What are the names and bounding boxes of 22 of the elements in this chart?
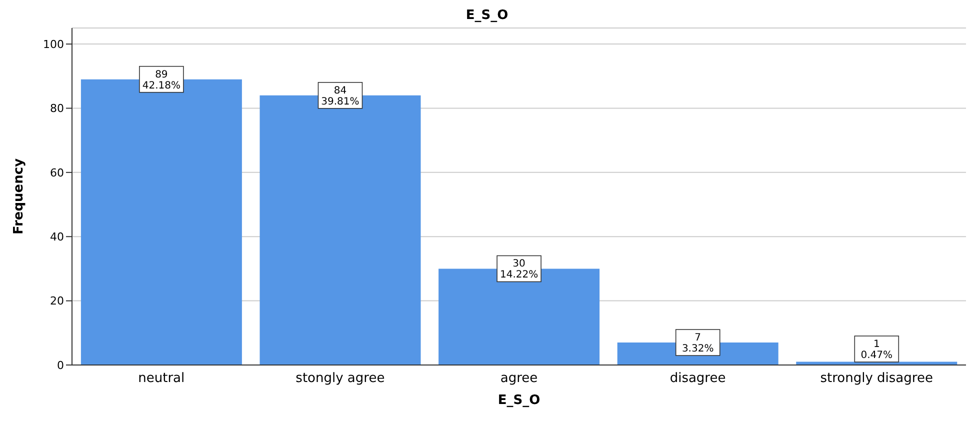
x-tick-label: agree <box>500 371 538 386</box>
y-tick-label: 0 <box>57 358 64 372</box>
y-tick-label: 60 <box>50 166 64 180</box>
bar <box>438 268 600 365</box>
x-tick-label: strongly disagree <box>820 371 933 386</box>
chart-title: E_S_O <box>464 8 510 23</box>
data-label: 7 3.32% <box>682 332 714 355</box>
y-axis-title: Frequency <box>12 158 27 235</box>
data-label: 1 0.47% <box>860 339 893 361</box>
data-label: 89 42.18% <box>142 69 181 92</box>
bar <box>80 79 242 365</box>
y-tick-label: 20 <box>50 294 64 308</box>
x-tick-label: stongly agree <box>296 371 385 386</box>
y-tick-label: 100 <box>43 38 64 51</box>
x-tick-label: neutral <box>138 371 185 386</box>
x-tick-label: disagree <box>670 371 726 386</box>
bar <box>260 95 421 365</box>
data-label: 30 14.22% <box>500 258 538 281</box>
x-axis-title: E_S_O <box>498 393 540 408</box>
data-label: 84 39.81% <box>321 85 360 108</box>
y-tick-label: 40 <box>50 230 64 244</box>
y-tick-label: 80 <box>50 102 64 116</box>
